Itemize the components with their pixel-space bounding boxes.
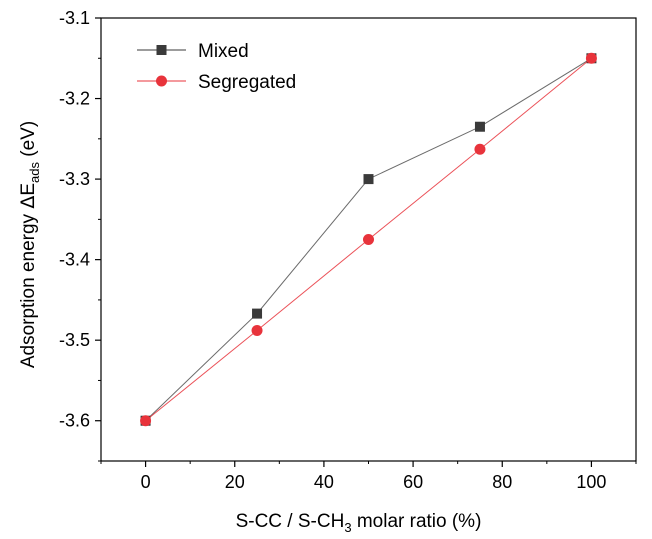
data-point-segregated (140, 415, 152, 427)
x-axis-title: S-CC / S-CH3 molar ratio (%) (236, 511, 482, 535)
y-axis-title-unit: (eV) (18, 121, 39, 162)
series-layer (140, 52, 597, 427)
legend: Mixed Segregated (137, 41, 296, 93)
data-point-segregated (251, 325, 263, 337)
y-axis-title-main: Adsorption energy (18, 209, 39, 369)
x-axis: 0 20 40 60 80 100 (100, 461, 637, 492)
y-axis-title-symbol: E (18, 183, 39, 196)
data-point-mixed (363, 174, 374, 185)
legend-label-segregated: Segregated (198, 72, 296, 93)
legend-marker-mixed (156, 45, 167, 55)
y-tick-label: -3.1 (59, 8, 90, 28)
y-tick-label: -3.6 (59, 411, 90, 431)
y-axis-title: Adsorption energy ΔEads (eV) (17, 121, 42, 368)
x-axis-title-rest: molar ratio (%) (352, 511, 482, 532)
data-point-mixed (474, 121, 485, 132)
y-tick-label: -3.5 (59, 330, 90, 350)
x-tick-label: 0 (141, 472, 151, 492)
y-axis: -3.6 -3.5 -3.4 -3.3 -3.2 -3.1 (59, 8, 101, 462)
data-point-mixed (252, 308, 263, 319)
x-tick-label: 40 (314, 472, 334, 492)
x-axis-title-subscript: 3 (344, 520, 351, 535)
x-axis-title-main: S-CC / S-CH (236, 511, 345, 532)
x-tick-label: 20 (225, 472, 245, 492)
x-tick-label: 60 (403, 472, 423, 492)
x-tick-label: 80 (492, 472, 512, 492)
series-segregated (140, 52, 597, 427)
y-axis-title-delta: Δ (17, 196, 39, 209)
data-point-segregated (585, 52, 597, 64)
legend-marker-segregated (156, 75, 167, 87)
y-tick-label: -3.4 (59, 250, 90, 270)
y-tick-label: -3.2 (59, 89, 90, 109)
y-axis-title-subscript: ads (27, 162, 42, 183)
legend-label-mixed: Mixed (198, 41, 249, 62)
x-tick-label: 100 (576, 472, 606, 492)
data-point-segregated (363, 234, 374, 245)
y-tick-label: -3.3 (59, 169, 90, 189)
data-point-segregated (474, 143, 486, 155)
